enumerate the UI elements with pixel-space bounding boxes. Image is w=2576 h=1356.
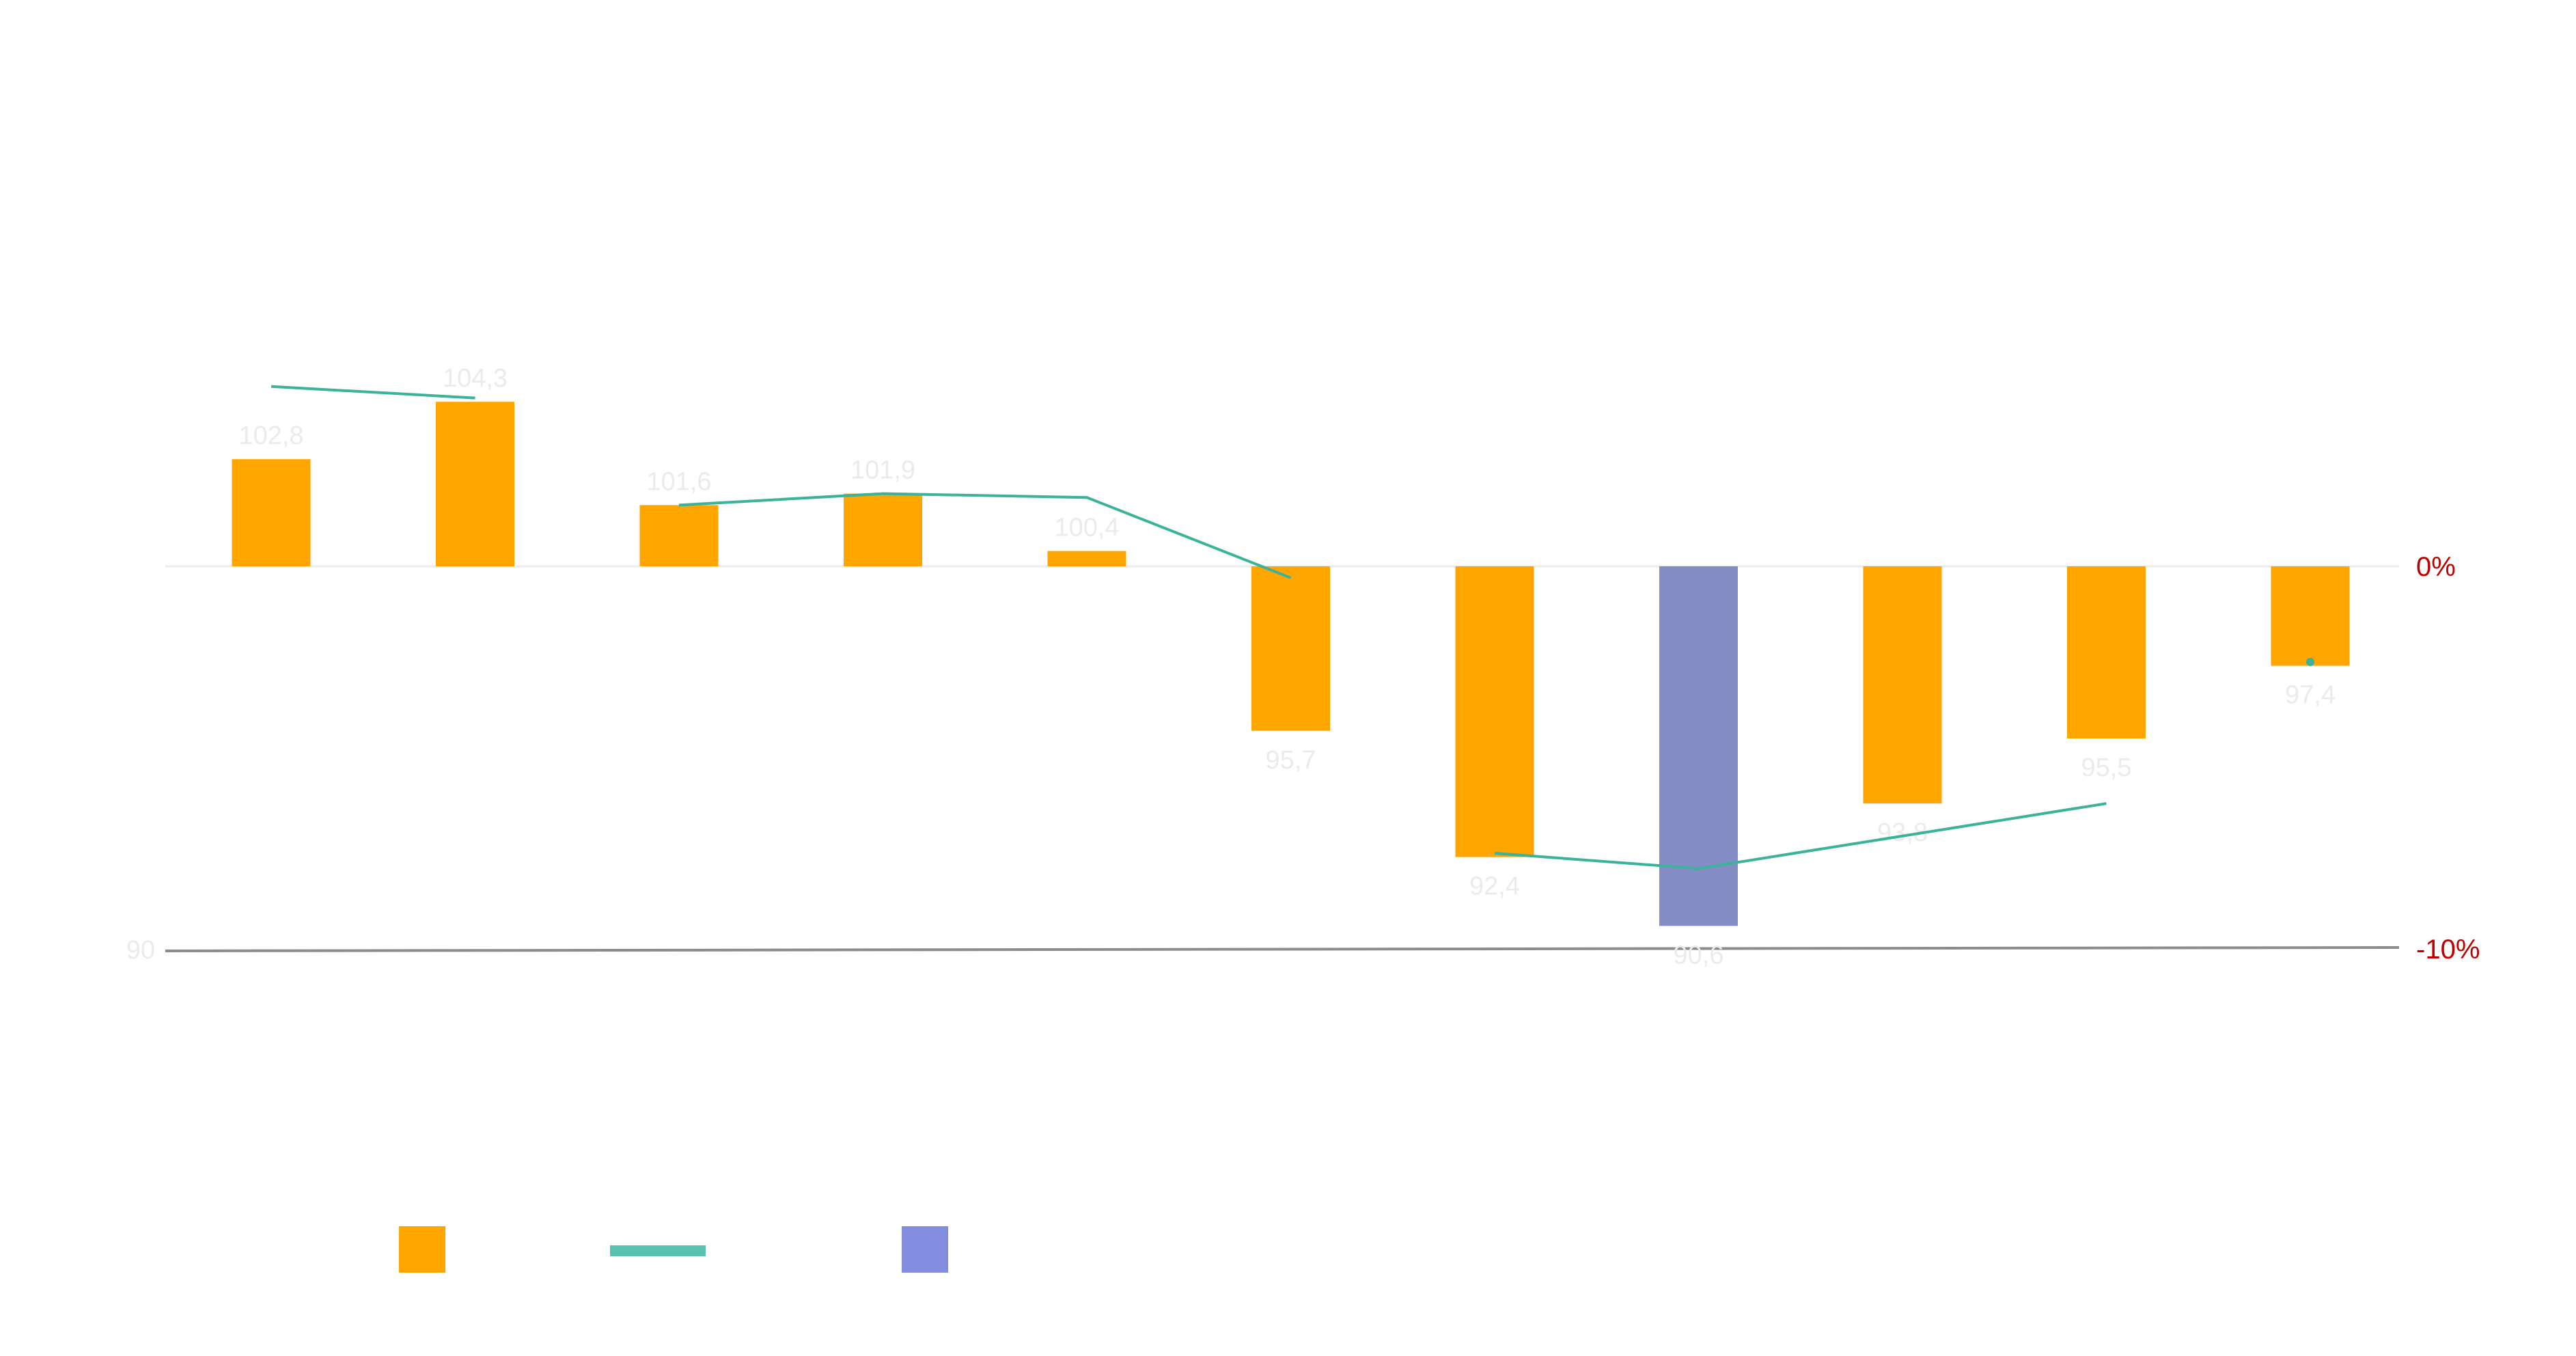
- line-point: [2306, 658, 2314, 666]
- data-label: 97,4: [2285, 681, 2336, 710]
- data-label: 102,8: [238, 421, 303, 450]
- bar: [844, 493, 922, 566]
- right-axis-tick-label: -10%: [2416, 935, 2480, 965]
- line-series-segment: [271, 385, 475, 400]
- bar: [639, 505, 719, 566]
- legend-swatch-bars: [399, 1226, 445, 1273]
- bar: [232, 459, 311, 566]
- x-axis-line: [165, 946, 2400, 952]
- line-series-segment: [678, 492, 1292, 579]
- data-label: 101,9: [850, 456, 915, 485]
- legend-swatch-line: [610, 1245, 706, 1256]
- data-label: 101,6: [646, 467, 711, 496]
- bar: [1863, 566, 1942, 804]
- bar-highlight: [1659, 566, 1738, 926]
- data-label: 92,4: [1469, 872, 1520, 901]
- bar: [2067, 566, 2146, 738]
- left-axis-tick-label: 90: [126, 936, 155, 965]
- bar: [1455, 566, 1534, 857]
- right-axis-tick-label: 0%: [2416, 552, 2456, 582]
- bar: [2271, 566, 2350, 666]
- bar: [436, 402, 514, 566]
- data-label: 95,5: [2081, 753, 2132, 782]
- legend-swatch-highlight: [902, 1226, 948, 1273]
- bar: [1251, 566, 1330, 731]
- data-label: 104,3: [443, 364, 508, 393]
- data-label: 95,7: [1266, 746, 1316, 775]
- line-series-segment: [1494, 802, 2107, 870]
- bar: [1047, 551, 1126, 566]
- data-label: 100,4: [1054, 514, 1119, 542]
- data-label: 90,6: [1674, 941, 1724, 969]
